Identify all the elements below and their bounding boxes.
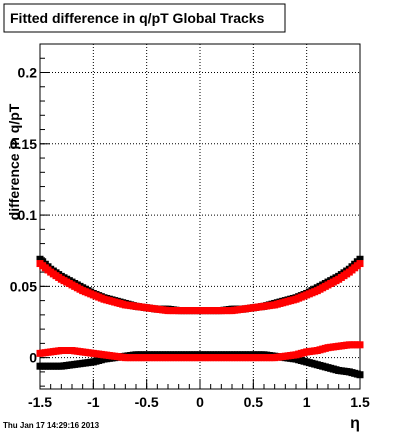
- series-1: [36, 260, 364, 315]
- axis-ticks: [39, 43, 361, 389]
- timestamp: Thu Jan 17 14:29:16 2013: [3, 421, 100, 430]
- y-tick-label: 0.05: [10, 278, 37, 294]
- y-tick-labels: 0 0.05 0.1 0.15 0.2: [10, 65, 37, 366]
- y-axis-title: difference in q/pT: [6, 103, 22, 220]
- x-tick-label: -0.5: [135, 394, 159, 410]
- y-tick-label: 0: [29, 350, 37, 366]
- y-tick-label: 0.2: [18, 65, 38, 81]
- y-tick-label: 0.1: [18, 207, 38, 223]
- x-tick-label: 1.5: [350, 394, 370, 410]
- y-tick-label: 0.15: [10, 136, 37, 152]
- x-tick-label: 1: [303, 394, 311, 410]
- data-point: [356, 371, 364, 379]
- data-point: [356, 341, 364, 349]
- grid-lines: [40, 44, 360, 389]
- chart-title-box: [3, 3, 286, 33]
- x-axis-title: η: [350, 415, 360, 432]
- series-3: [36, 341, 364, 362]
- data-series: [36, 255, 364, 379]
- x-tick-label: -1.5: [28, 394, 52, 410]
- x-tick-label: 0: [196, 394, 204, 410]
- data-point: [356, 255, 364, 263]
- chart-title: Fitted difference in q/pT Global Tracks: [10, 10, 265, 26]
- data-point: [356, 260, 364, 268]
- x-tick-label: -1: [87, 394, 100, 410]
- x-tick-label: 0.5: [244, 394, 264, 410]
- x-tick-labels: -1.5 -1 -0.5 0 0.5 1 1.5: [28, 394, 370, 410]
